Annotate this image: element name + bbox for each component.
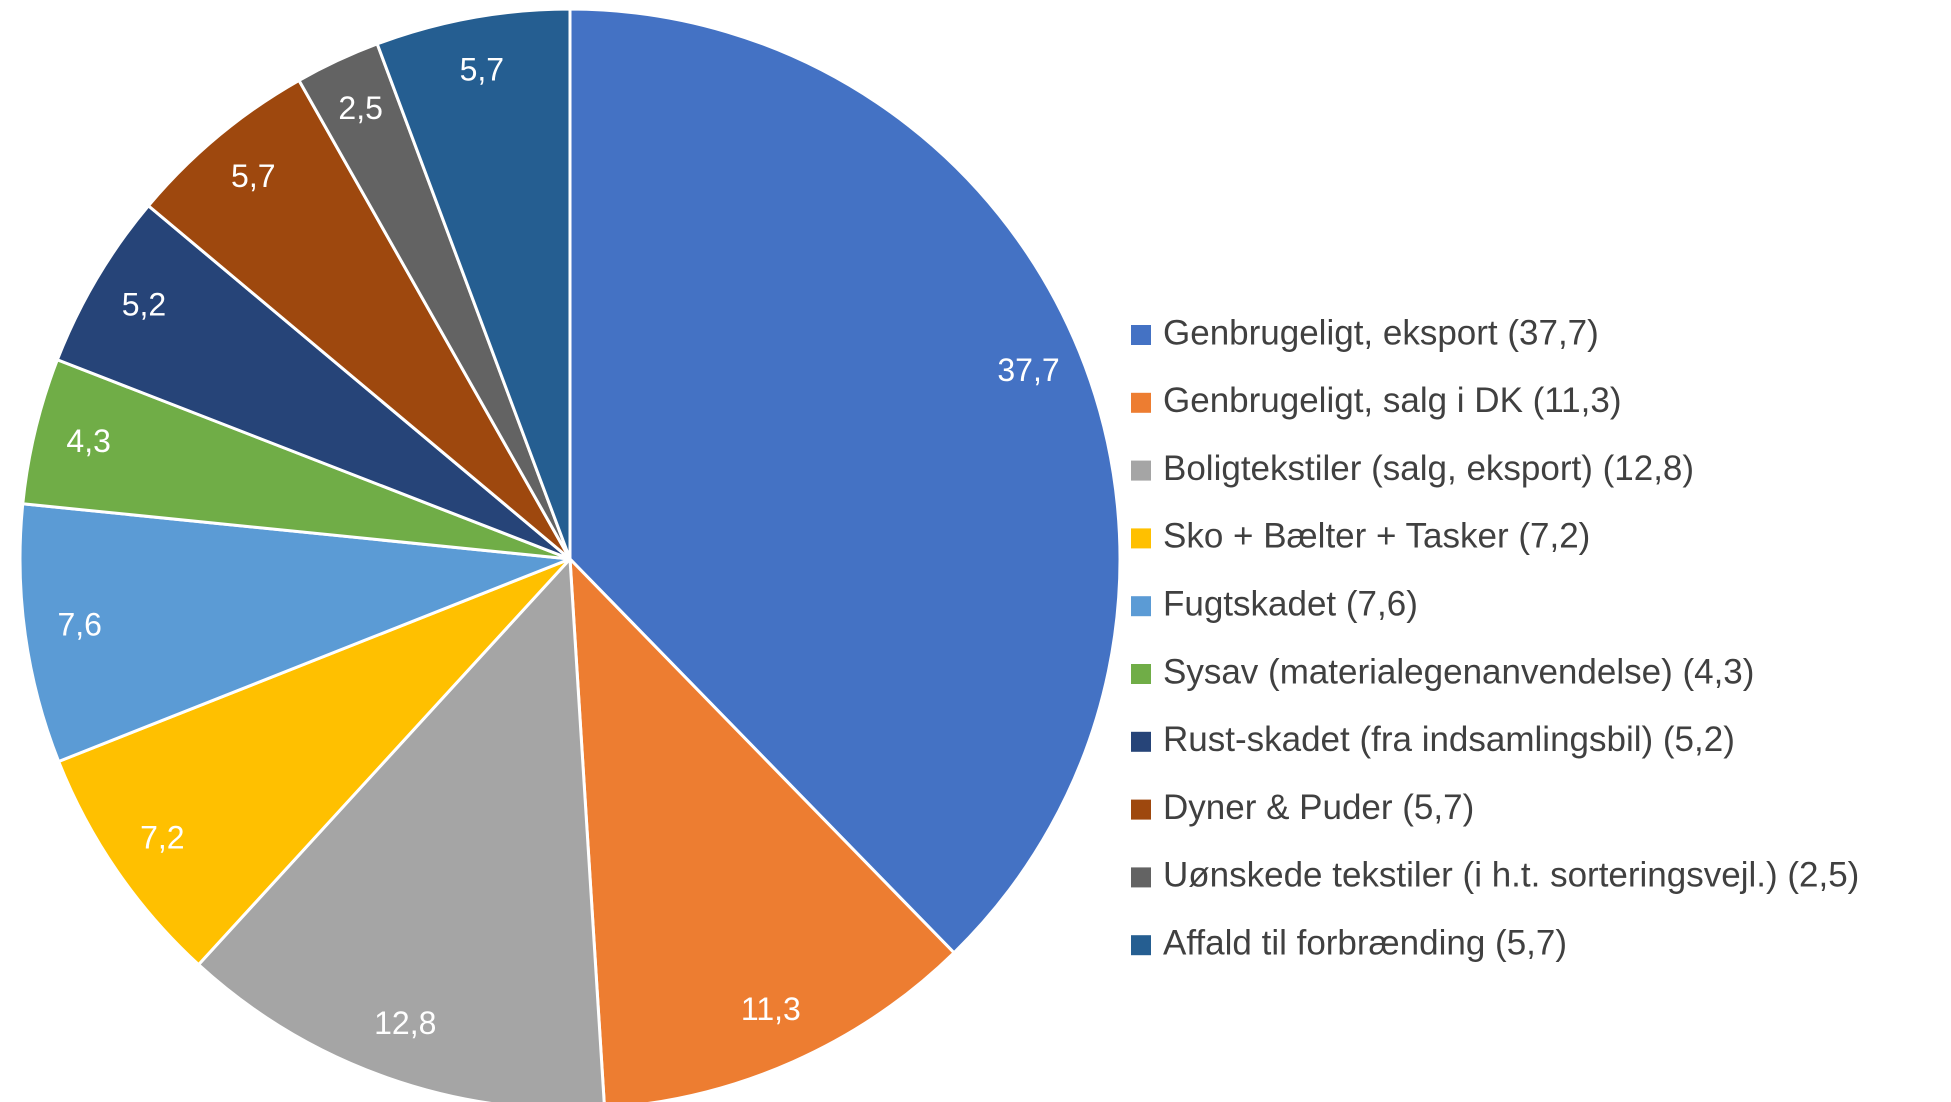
pie-slice xyxy=(568,7,1122,955)
data-label: 4,3 xyxy=(66,423,110,459)
legend-swatch xyxy=(1131,460,1151,481)
pie-slice xyxy=(56,557,572,967)
pie-slice xyxy=(196,555,606,1102)
data-label: 7,6 xyxy=(57,607,101,643)
legend-swatch xyxy=(1131,935,1151,956)
legend-label: Affald til forbrænding (5,7) xyxy=(1163,923,1567,962)
legend-label: Fugtskadet (7,6) xyxy=(1163,584,1418,623)
pie-slice xyxy=(568,555,957,1102)
legend-swatch xyxy=(1131,325,1151,345)
data-label: 5,7 xyxy=(231,158,275,194)
pie-slice xyxy=(375,7,572,560)
legend-label: Rust-skadet (fra indsamlingsbil) (5,2) xyxy=(1163,720,1735,759)
data-label: 5,7 xyxy=(460,51,504,87)
legend-swatch xyxy=(1131,392,1151,413)
legend-swatch xyxy=(1131,731,1151,752)
legend-swatch xyxy=(1131,596,1151,617)
data-label: 2,5 xyxy=(338,90,382,126)
legend-label: Genbrugeligt, eksport (37,7) xyxy=(1163,313,1599,352)
legend-label: Sko + Bælter + Tasker (7,2) xyxy=(1163,517,1590,556)
legend-label: Sysav (materialegenanvendelse) (4,3) xyxy=(1163,652,1754,691)
data-label: 12,8 xyxy=(374,1005,436,1041)
legend-swatch xyxy=(1131,867,1151,888)
data-label: 7,2 xyxy=(140,819,184,855)
legend-swatch xyxy=(1131,664,1151,684)
legend-label: Dyner & Puder (5,7) xyxy=(1163,788,1474,827)
legend-swatch xyxy=(1131,528,1151,549)
legend-swatch xyxy=(1131,799,1151,820)
data-label: 11,3 xyxy=(741,991,801,1027)
pie-slice xyxy=(18,502,571,764)
data-label: 5,2 xyxy=(122,286,166,322)
pie-slice xyxy=(55,203,571,561)
legend-label: Boligtekstiler (salg, eksport) (12,8) xyxy=(1163,449,1694,488)
legend-label: Genbrugeligt, salg i DK (11,3) xyxy=(1163,381,1621,420)
pie-slice xyxy=(146,78,572,561)
legend-label: Uønskede tekstiler (i h.t. sorteringsvej… xyxy=(1163,856,1859,895)
data-label: 37,7 xyxy=(997,352,1059,388)
